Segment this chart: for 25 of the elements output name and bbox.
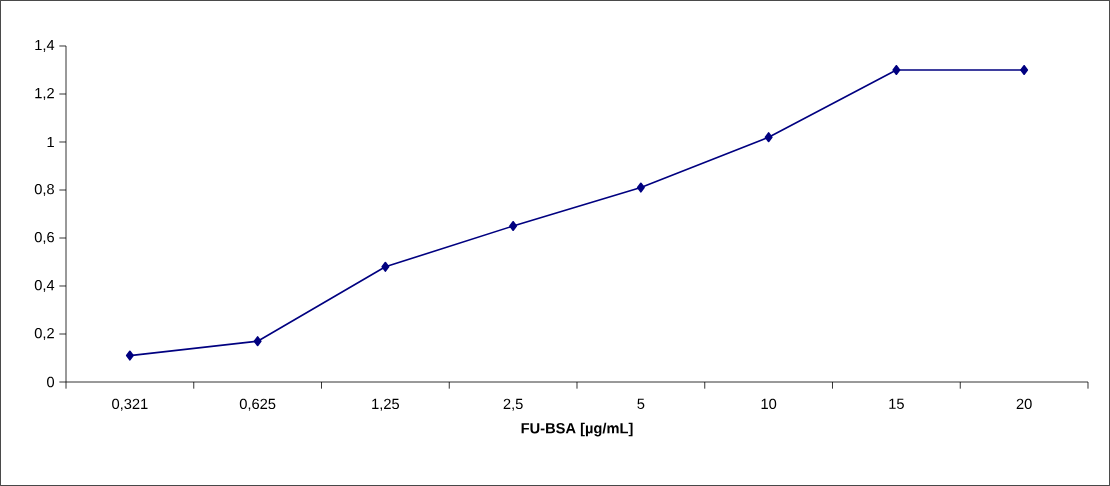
x-tick-label: 0,625	[239, 398, 276, 411]
x-tick-label: 0,321	[112, 398, 148, 411]
x-tick-label: 15	[889, 398, 904, 409]
point	[764, 132, 773, 143]
y-tick-label: 0,6	[34, 231, 54, 245]
point	[125, 350, 134, 361]
x-tick-label: 1,25	[372, 398, 400, 411]
x-tick-label: 5	[637, 398, 645, 409]
x-tick-label: 10	[761, 398, 777, 410]
point	[892, 64, 901, 76]
x-axis-title: FU-BSA [µg/mL]	[521, 422, 633, 437]
y-tick-label: 0,8	[34, 183, 54, 197]
y-tick-label: 0,4	[34, 279, 55, 293]
point	[381, 261, 390, 272]
point	[636, 182, 645, 193]
y-tick-label: 1,2	[35, 87, 54, 101]
y-tick-label: 0,2	[34, 327, 54, 341]
x-tick-label: 2,5	[503, 398, 523, 411]
point	[253, 336, 262, 347]
point	[509, 220, 518, 232]
y-tick-label: 1,4	[35, 40, 55, 52]
point	[1020, 64, 1029, 76]
y-tick-label: 0	[47, 376, 55, 388]
x-tick-label: 20	[1016, 398, 1032, 410]
y-tick-label: 1	[47, 136, 54, 148]
